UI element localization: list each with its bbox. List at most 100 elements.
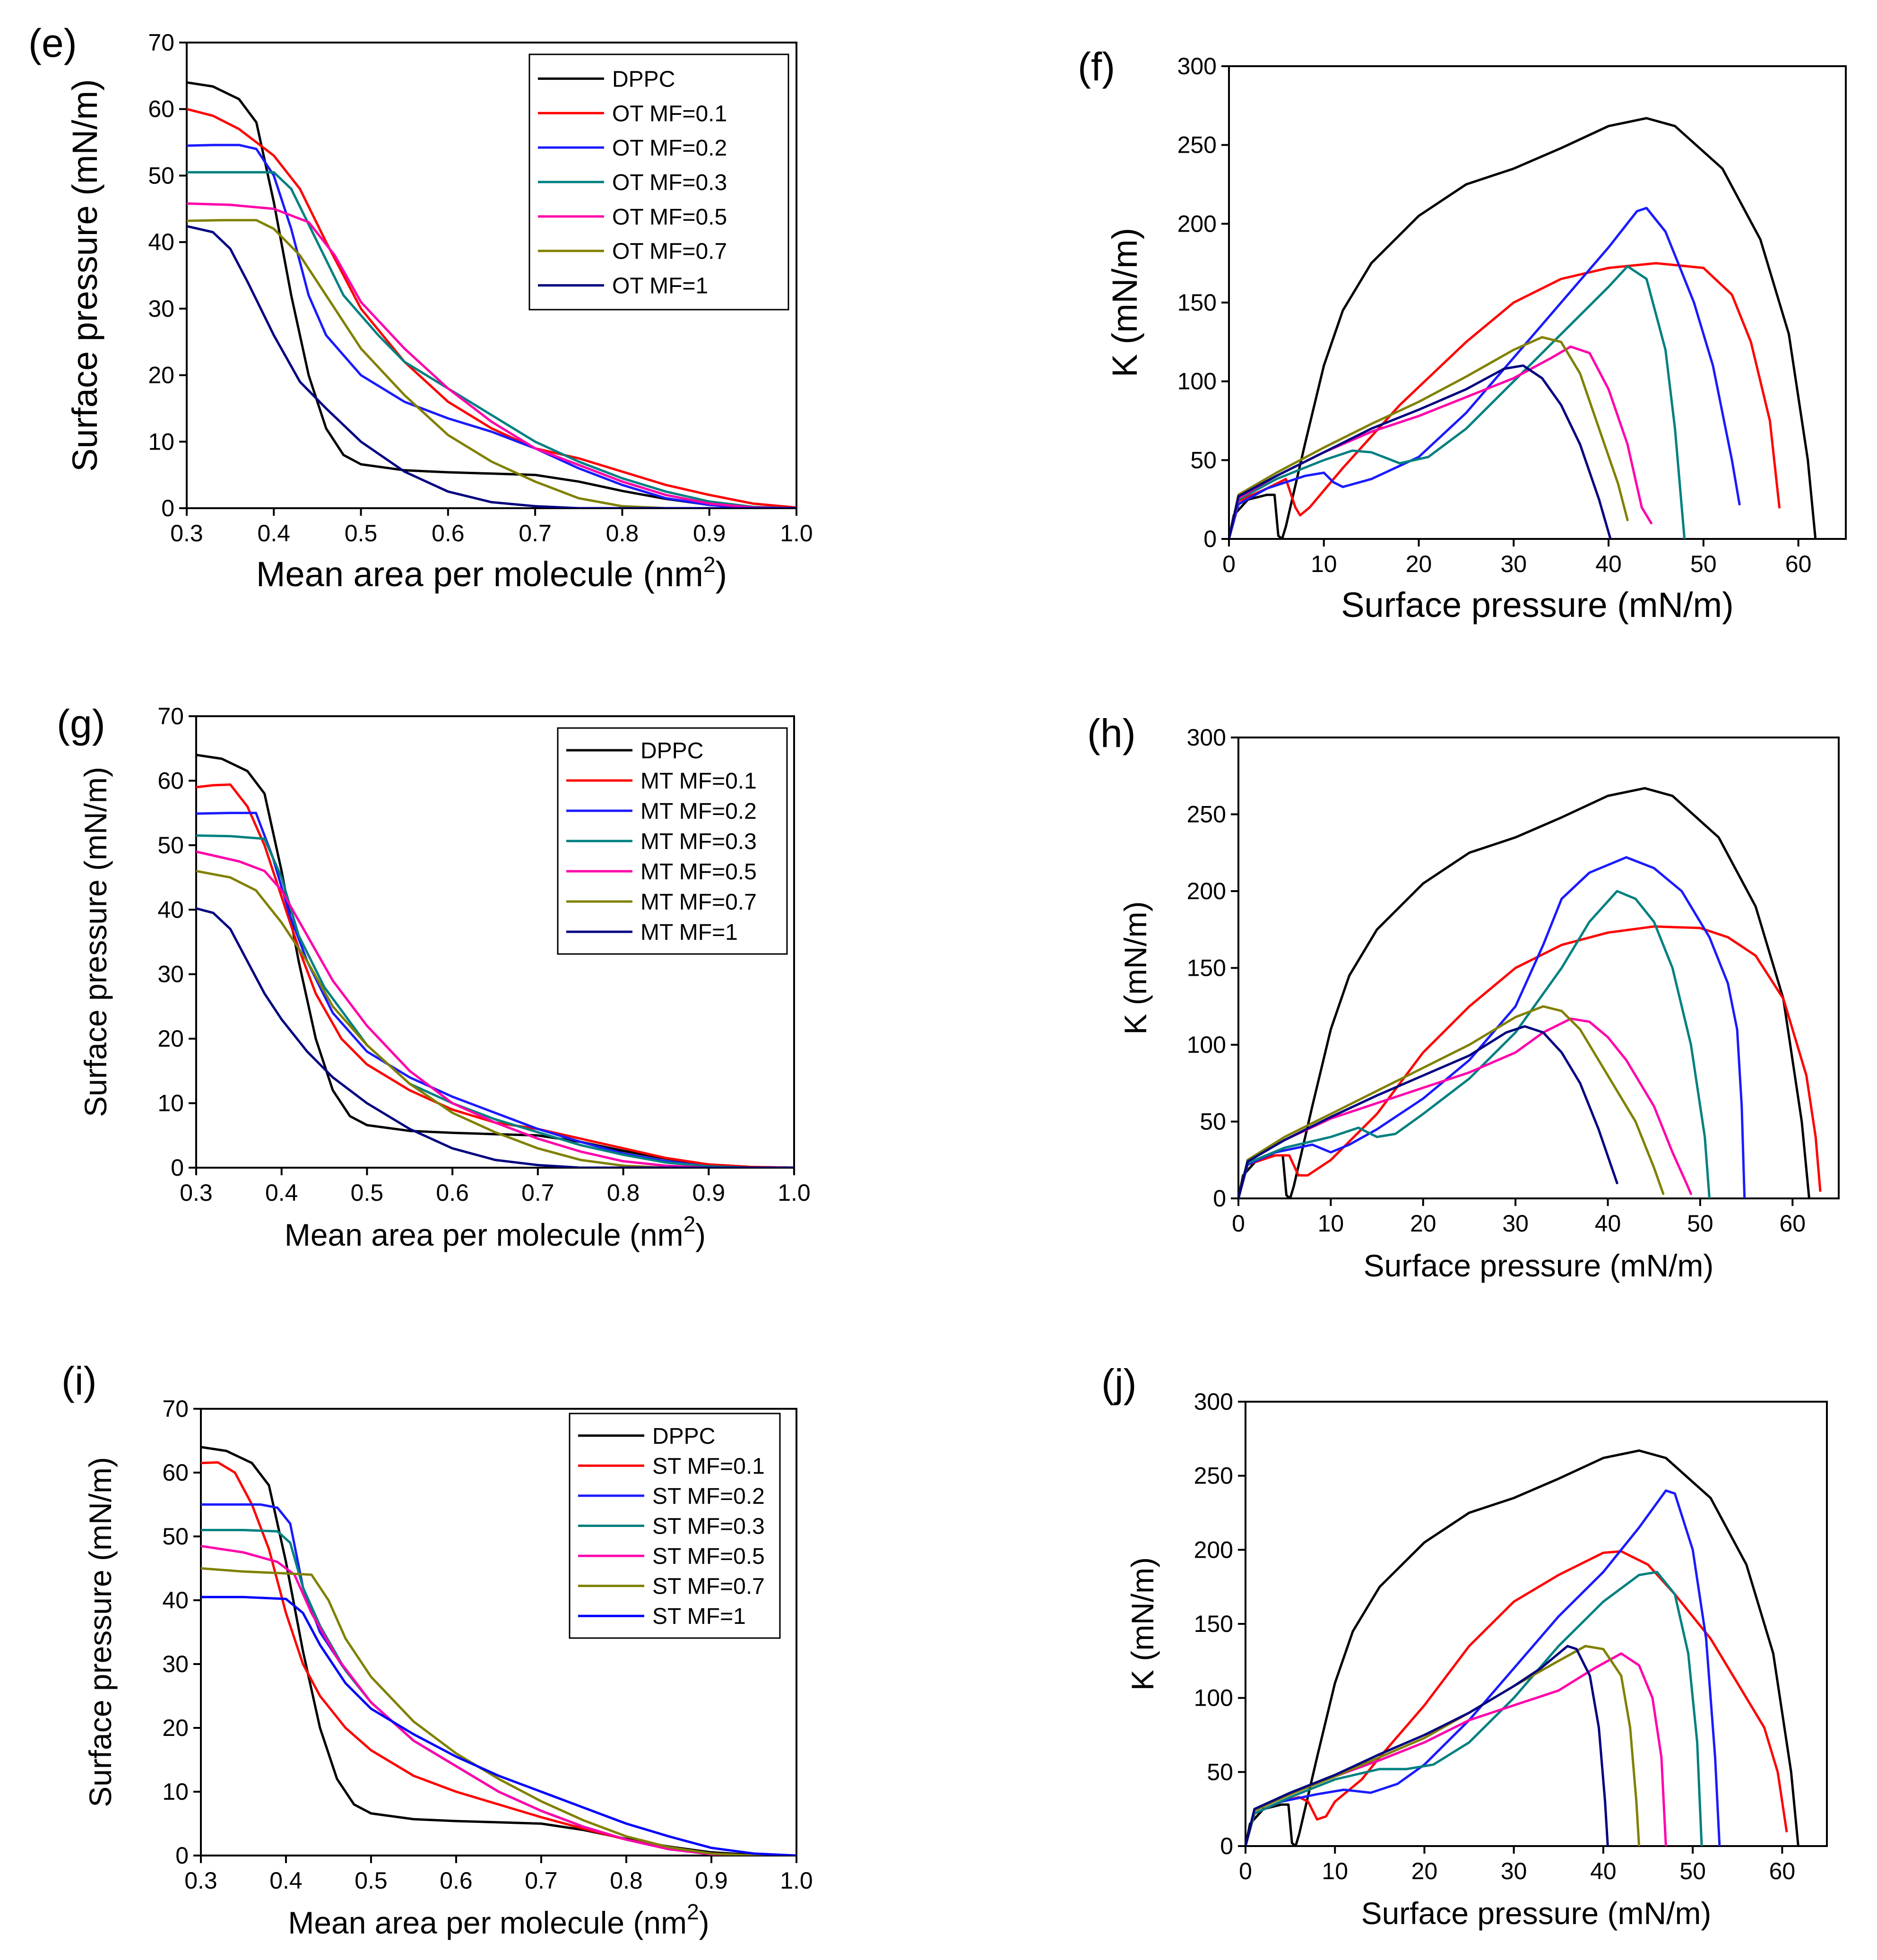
y-tick-label: 100	[1194, 1685, 1233, 1711]
x-tick-label: 0.7	[521, 1179, 554, 1206]
plot-frame	[186, 42, 797, 509]
legend-entry: MT MF=0.1	[640, 769, 757, 794]
series-line	[201, 1544, 796, 1856]
legend: DPPC ST MF=0.1 ST MF=0.2 ST MF=0.3 ST MF=0.5…	[569, 1413, 781, 1639]
legend-entry: ST MF=0.5	[652, 1544, 765, 1569]
x-tick-label: 1.0	[780, 1867, 813, 1894]
y-tick-label: 40	[157, 896, 184, 923]
legend-entry: ST MF=0.2	[652, 1484, 765, 1509]
series-line	[1229, 364, 1612, 539]
y-tick-label: 150	[1177, 289, 1217, 316]
legend-entry: MT MF=0.2	[640, 799, 757, 824]
x-tick-label: 0	[1232, 1210, 1245, 1237]
x-tick-label: 0	[1239, 1858, 1252, 1884]
chart-j: (j) 0 10 20 30 40 50 60 0 50 100 150 200 250 300 Surfac…	[1101, 1361, 1828, 1931]
y-tick-label: 20	[162, 1715, 189, 1741]
series-line	[187, 219, 796, 508]
series-line	[1246, 1449, 1799, 1846]
y-tick-label: 50	[157, 832, 184, 859]
y-tick-label: 200	[1194, 1536, 1233, 1563]
x-tick-label: 20	[1406, 551, 1432, 577]
y-tick-label: 0	[1203, 526, 1217, 552]
series-line	[187, 144, 796, 508]
x-tick-label: 0.6	[436, 1179, 469, 1206]
legend-entry: ST MF=0.1	[652, 1454, 765, 1479]
series-line	[196, 907, 794, 1168]
panel-label: (j)	[1101, 1361, 1137, 1405]
series-group	[201, 1446, 796, 1856]
x-tick-label: 30	[1501, 1858, 1527, 1884]
y-tick-label: 50	[1207, 1759, 1233, 1785]
x-axis-title-text: Surface pressure (mN/m)	[1361, 1896, 1712, 1931]
x-axis-title-sup: 2	[687, 1899, 699, 1924]
y-axis-title: Surface pressure (mN/m)	[65, 79, 104, 472]
y-tick-label: 150	[1194, 1611, 1233, 1637]
x-tick-label: 40	[1595, 1210, 1621, 1237]
y-axis-title: K (mN/m)	[1125, 1557, 1160, 1691]
y-tick-label: 30	[157, 961, 184, 988]
series-line	[196, 850, 794, 1168]
series-line	[1238, 787, 1810, 1198]
x-tick-label: 0	[1222, 551, 1236, 577]
x-tick-label: 0.4	[269, 1867, 303, 1894]
legend: DPPC MT MF=0.1 MT MF=0.2 MT MF=0.3 MT MF=0.5…	[557, 727, 788, 955]
y-tick-label: 60	[148, 96, 174, 122]
series-group	[196, 754, 794, 1168]
legend-entry: OT MF=0.2	[612, 136, 727, 161]
x-axis-title-text: Mean area per molecule (nm	[256, 555, 703, 594]
y-tick-label: 0	[1220, 1833, 1233, 1859]
legend-entry: DPPC	[640, 738, 703, 763]
x-tick-label: 0.9	[693, 520, 726, 546]
series-line	[1229, 207, 1741, 539]
series-line	[187, 202, 796, 508]
y-tick-label: 200	[1177, 210, 1217, 237]
y-tick-label: 30	[162, 1651, 189, 1677]
y-axis-title: K (mN/m)	[1118, 901, 1153, 1034]
legend-entry: OT MF=0.5	[612, 205, 727, 230]
series-line	[1246, 1489, 1721, 1846]
y-tick-label: 50	[162, 1523, 189, 1550]
panel-label: (i)	[61, 1359, 97, 1403]
x-tick-label: 0.5	[351, 1179, 384, 1206]
y-tick-label: 20	[157, 1025, 184, 1052]
x-tick-label: 10	[1322, 1858, 1348, 1884]
x-axis-title-end: )	[695, 1217, 706, 1252]
legend-entry: ST MF=0.3	[652, 1514, 765, 1539]
series-line	[1238, 856, 1746, 1198]
y-tick-label: 100	[1187, 1032, 1226, 1058]
x-axis-title-text: Surface pressure (mN/m)	[1341, 585, 1734, 624]
x-axis-title-text: Surface pressure (mN/m)	[1364, 1248, 1714, 1283]
x-tick-label: 0.4	[265, 1179, 298, 1206]
x-tick-label: 1.0	[778, 1179, 811, 1206]
legend-entry: OT MF=0.7	[612, 239, 727, 264]
y-tick-label: 200	[1187, 878, 1226, 904]
series-group	[1246, 1449, 1799, 1846]
series-line	[1246, 1550, 1788, 1846]
y-tick-label: 60	[162, 1459, 189, 1486]
series-line	[1238, 1017, 1692, 1198]
x-axis-title-sup: 2	[683, 1212, 696, 1236]
x-tick-label: 0.7	[519, 520, 552, 546]
series-line	[201, 1567, 796, 1856]
x-tick-label: 0.9	[692, 1179, 726, 1206]
y-tick-label: 50	[1190, 447, 1217, 473]
x-tick-label: 60	[1779, 1210, 1806, 1237]
x-tick-label: 0.8	[606, 520, 639, 546]
series-line	[187, 81, 796, 508]
x-tick-label: 50	[1687, 1210, 1713, 1237]
legend-entry: OT MF=0.1	[612, 101, 727, 126]
x-tick-label: 0.7	[525, 1867, 558, 1894]
x-tick-label: 0.5	[355, 1867, 388, 1894]
y-tick-label: 50	[148, 162, 174, 189]
x-tick-label: 0.5	[345, 520, 378, 546]
y-tick-label: 70	[162, 1396, 189, 1422]
x-tick-label: 10	[1318, 1210, 1344, 1237]
x-tick-label: 0.3	[180, 1179, 213, 1206]
legend-entry: ST MF=1	[652, 1604, 746, 1629]
y-tick-label: 0	[1213, 1185, 1226, 1212]
series-group	[1229, 117, 1817, 539]
y-tick-label: 250	[1187, 801, 1226, 828]
x-tick-label: 40	[1595, 551, 1622, 577]
x-tick-label: 0.8	[607, 1179, 640, 1206]
